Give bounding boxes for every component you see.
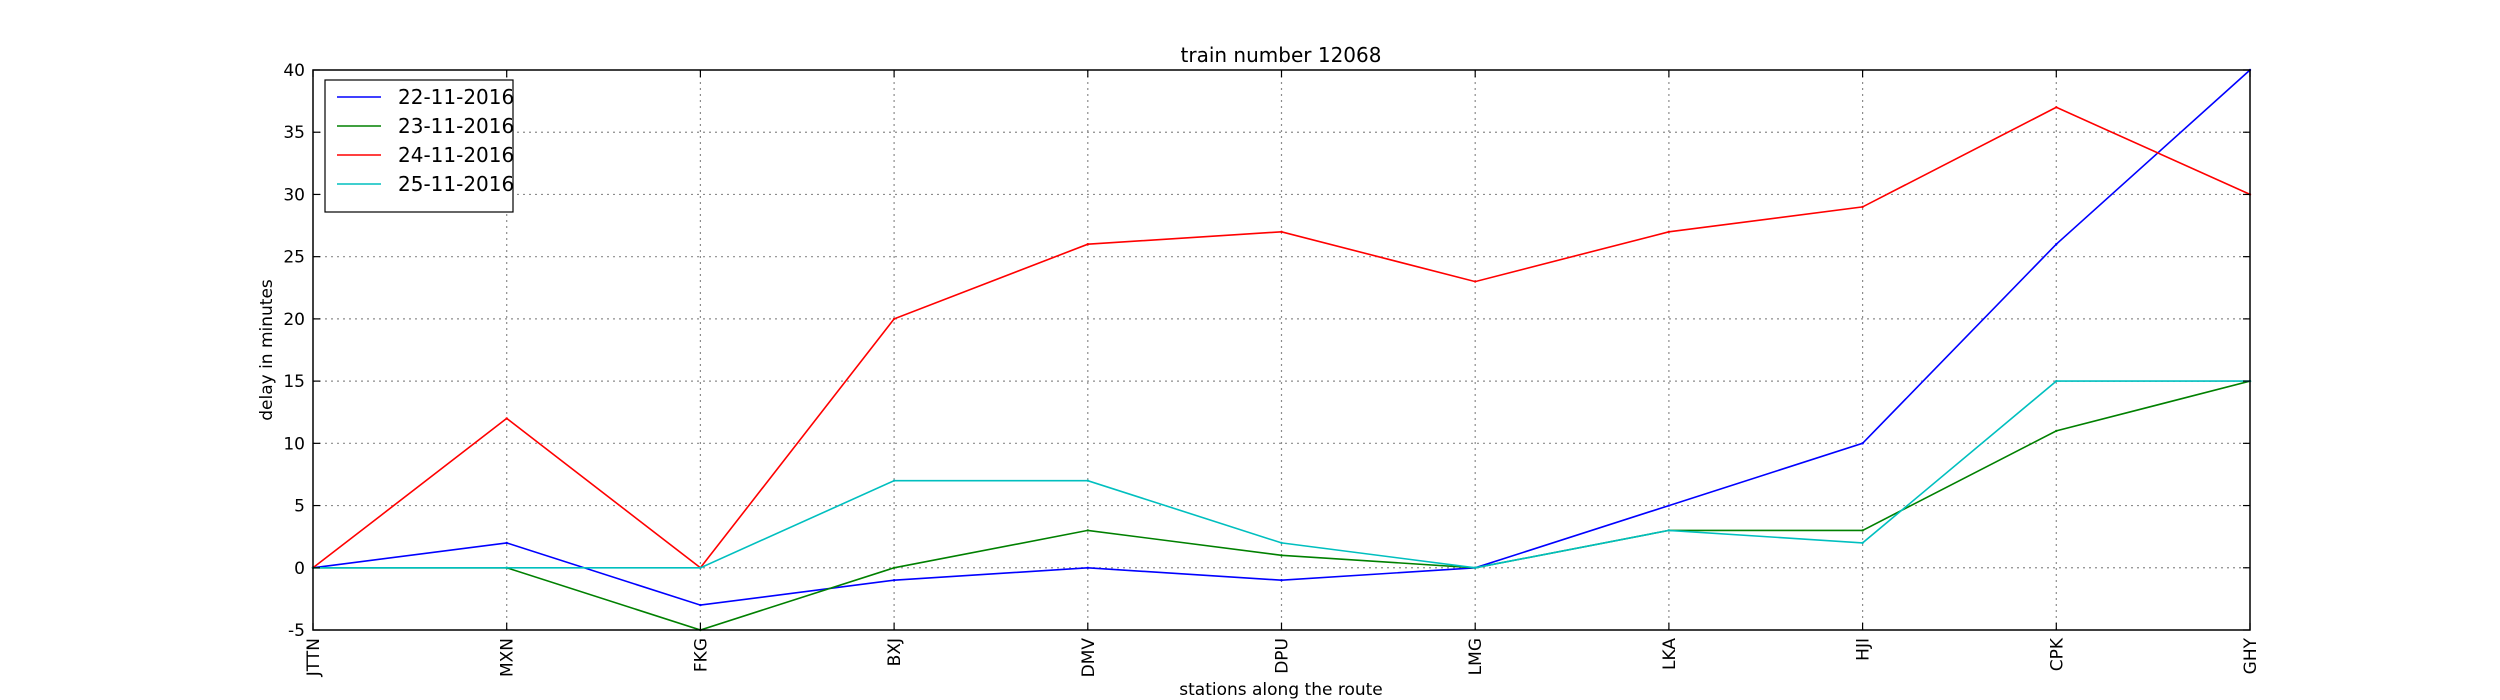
series-line-24-11-2016 [312,106,2251,569]
data-point [1280,554,1283,557]
data-point [1861,529,1864,532]
legend-entry: 23-11-2016 [398,114,514,138]
x-tick-label: FKG [691,638,711,672]
y-tick-label: 15 [283,372,305,392]
data-point [892,566,896,569]
y-tick-label: 35 [283,123,305,143]
y-tick-label: 25 [283,248,305,268]
data-point [2055,243,2058,246]
x-tick-label: DPU [1273,638,1293,674]
grid [313,70,2250,630]
y-tick-label: 10 [283,434,305,454]
legend: 22-11-2016 23-11-2016 24-11-2016 25-11-2016 [324,79,514,213]
data-point [1667,529,1671,532]
data-point [699,566,702,569]
data-point [1086,529,1090,532]
data-point [505,566,508,569]
data-point [2055,429,2058,433]
data-point [1667,230,1671,233]
x-tick-label: BXJ [885,638,905,666]
y-axis-label: delay in minutes [257,279,277,421]
y-tick-label: 20 [283,310,305,330]
legend-entry: 24-11-2016 [398,143,514,167]
data-point [1086,479,1090,482]
x-axis-label: stations along the route [1179,680,1383,700]
y-tick-label: 5 [294,497,305,517]
legend-entry: 25-11-2016 [398,172,514,196]
chart-title: train number 12068 [1181,43,1382,67]
y-tick-label: 30 [283,185,305,205]
x-tick-label: LMG [1466,638,1486,675]
x-tick-label: HJI [1854,638,1874,661]
y-tick-label: 40 [283,61,305,81]
legend-box [324,79,514,213]
data-point [1280,230,1283,233]
data-point [1280,541,1283,545]
data-point [1861,205,1864,209]
x-tick-label: MXN [498,638,518,677]
data-point [892,317,896,321]
data-point [2055,106,2058,109]
x-tick-label: CPK [2047,637,2067,671]
x-tick-label: LKA [1660,638,1680,670]
axis-ticks: -5 0 5 10 15 20 25 30 35 40 JTTN MXN FKG BXJ DMV DPU LMG… [283,61,2261,677]
y-tick-label: 0 [294,559,305,579]
data-point [505,417,508,420]
x-tick-label: DMV [1079,638,1099,678]
data-point [892,479,896,482]
data-point [1861,541,1864,545]
data-point [1474,566,1477,569]
data-point [1861,442,1864,445]
data-point [699,603,702,607]
x-tick-label: GHY [2241,637,2261,674]
x-tick-label: JTTN [304,638,324,677]
series-lines [311,68,2252,632]
data-point [1474,280,1477,283]
series-line-22-11-2016 [312,69,2251,606]
y-tick-label: -5 [288,621,305,641]
data-point [892,579,896,582]
data-point [505,541,508,545]
data-point [2055,379,2058,383]
data-point [1086,566,1090,569]
legend-entry: 22-11-2016 [398,85,514,109]
data-point [1280,579,1283,582]
data-point [1086,243,1090,246]
data-point [1667,504,1671,507]
